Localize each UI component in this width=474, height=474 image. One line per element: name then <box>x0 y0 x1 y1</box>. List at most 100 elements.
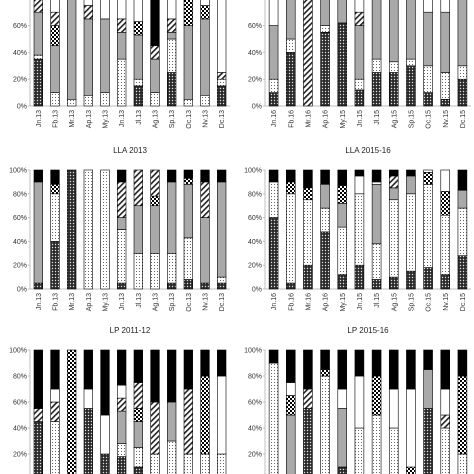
bar-segment-grey <box>183 25 193 100</box>
bar-segment-stripes <box>33 408 43 422</box>
bar-segment-dots-dark <box>406 65 416 107</box>
bar-segment-grey <box>406 0 416 60</box>
bar-segment-dots-light <box>268 78 279 93</box>
bar-segment-dots-light <box>83 169 93 290</box>
bar-segment-black <box>200 349 210 377</box>
bar-segment-dots-light <box>133 447 143 468</box>
bar-segment-dots-light <box>167 38 177 73</box>
x-tick-label: Jn.15 <box>357 110 364 127</box>
bar-segment-white <box>337 388 348 409</box>
bar-segment-stripes <box>133 169 143 207</box>
bar-segment-dots-dark <box>183 279 193 290</box>
bar-segment-grey <box>285 414 296 474</box>
bar-segment-black <box>457 349 468 377</box>
x-tick-label: Jl.13 <box>136 293 143 308</box>
bar-segment-checks <box>200 5 210 20</box>
bar-segment-dots-dark <box>285 282 296 290</box>
bar-segment-black <box>217 349 227 377</box>
bar-segment-dots-dark <box>100 453 110 474</box>
x-tick-label: Mr.16 <box>305 110 312 128</box>
bar-segment-stripes <box>217 72 227 80</box>
bar-segment-white <box>100 414 110 455</box>
bar-segment-dots-dark <box>388 276 399 290</box>
bar-segment-dots-dark <box>337 22 348 107</box>
bar-segment-dots-light <box>337 226 348 276</box>
y-tick-label: 20% <box>248 77 262 84</box>
bar-segment-stripes <box>150 401 160 455</box>
bar-segment-dots-light <box>217 78 227 87</box>
y-tick-label: 40% <box>13 239 27 246</box>
bar-segment-grey <box>337 203 348 228</box>
bar-segment-dots-light <box>457 207 468 256</box>
bar-segment-dots-light <box>100 169 110 290</box>
chart-title: LLA 2015-16 <box>345 146 391 155</box>
bar-segment-checks <box>67 349 77 474</box>
bar-segment-stripes <box>150 169 160 197</box>
bar-segment-black <box>440 349 451 390</box>
x-tick-label: Dc.13 <box>219 293 226 311</box>
x-tick-label: Jn.15 <box>357 293 364 310</box>
bar-segment-dots-light <box>183 453 193 474</box>
x-tick-label: Oc.13 <box>186 293 193 312</box>
bar-segment-grey <box>200 18 210 96</box>
chart-title: LP 2015-16 <box>347 326 389 335</box>
bar-segment-dots-dark <box>50 241 60 290</box>
bar-segment-dots-dark <box>423 267 433 290</box>
y-tick-label: 100% <box>244 168 262 175</box>
bar-segment-white <box>117 0 127 20</box>
bar-segment-white <box>423 0 433 13</box>
bar-segment-dots-light <box>320 207 330 233</box>
x-tick-label: Dc.13 <box>219 110 226 128</box>
bar-segment-grey <box>200 217 210 284</box>
y-tick-label: 40% <box>13 426 27 433</box>
y-tick-label: 0% <box>252 287 262 294</box>
bar-segment-stripes <box>50 401 60 422</box>
bar-segment-grey <box>406 175 416 195</box>
bar-segment-dots-dark <box>303 408 313 474</box>
y-tick-label: 20% <box>248 263 262 270</box>
bar-segment-checks <box>200 375 210 455</box>
y-tick-label: 0% <box>17 104 27 111</box>
bar-segment-dots-dark <box>217 85 227 107</box>
bar-segment-dots-light <box>406 58 416 67</box>
x-tick-label: Sp.13 <box>169 293 176 311</box>
y-tick-label: 20% <box>13 263 27 270</box>
bar-segment-black <box>133 349 143 383</box>
bar-segment-dots-light <box>217 453 227 474</box>
bar-segment-white <box>440 0 451 13</box>
bar-segment-white <box>83 0 93 6</box>
bar-segment-dots-light <box>423 183 433 268</box>
y-tick-label: 20% <box>13 452 27 459</box>
bar-segment-black <box>303 349 313 390</box>
bar-segment-dots-light <box>50 421 60 474</box>
x-tick-label: Jl.15 <box>374 293 381 308</box>
x-tick-label: Ap.13 <box>86 293 93 311</box>
bar-segment-black <box>183 349 193 390</box>
bar-segment-dots-light <box>440 427 451 474</box>
bar-segment-checks <box>50 183 60 195</box>
bar-segment-dots-dark <box>337 466 348 474</box>
bar-segment-grey <box>50 45 60 93</box>
bar-segment-dots-light <box>117 58 127 107</box>
bar-segment-dots-light <box>457 453 468 474</box>
bar-segment-stripes <box>303 388 313 409</box>
bar-segment-black <box>268 349 279 364</box>
bar-segment-black <box>33 349 43 409</box>
bar-segment-dots-dark <box>320 31 330 107</box>
bar-segment-dots-dark <box>337 274 348 290</box>
bar-segment-dots-dark <box>423 92 433 107</box>
bar-segment-dots-dark <box>457 78 468 107</box>
bar-segment-dots-dark <box>133 466 143 474</box>
x-tick-label: My.13 <box>103 293 110 312</box>
bar-segment-checks <box>50 25 60 47</box>
bar-segment-black <box>371 349 382 377</box>
bar-segment-grey <box>217 181 227 278</box>
bar-segment-dots-light <box>440 72 451 100</box>
bar-segment-dots-dark <box>133 85 143 107</box>
x-tick-label: Fb.16 <box>288 293 295 311</box>
bar-segment-grey <box>320 0 330 26</box>
x-tick-label: Mr.13 <box>69 110 76 128</box>
bar-segment-white <box>50 388 60 403</box>
y-tick-label: 60% <box>248 23 262 30</box>
x-tick-label: Ag.15 <box>391 110 398 128</box>
